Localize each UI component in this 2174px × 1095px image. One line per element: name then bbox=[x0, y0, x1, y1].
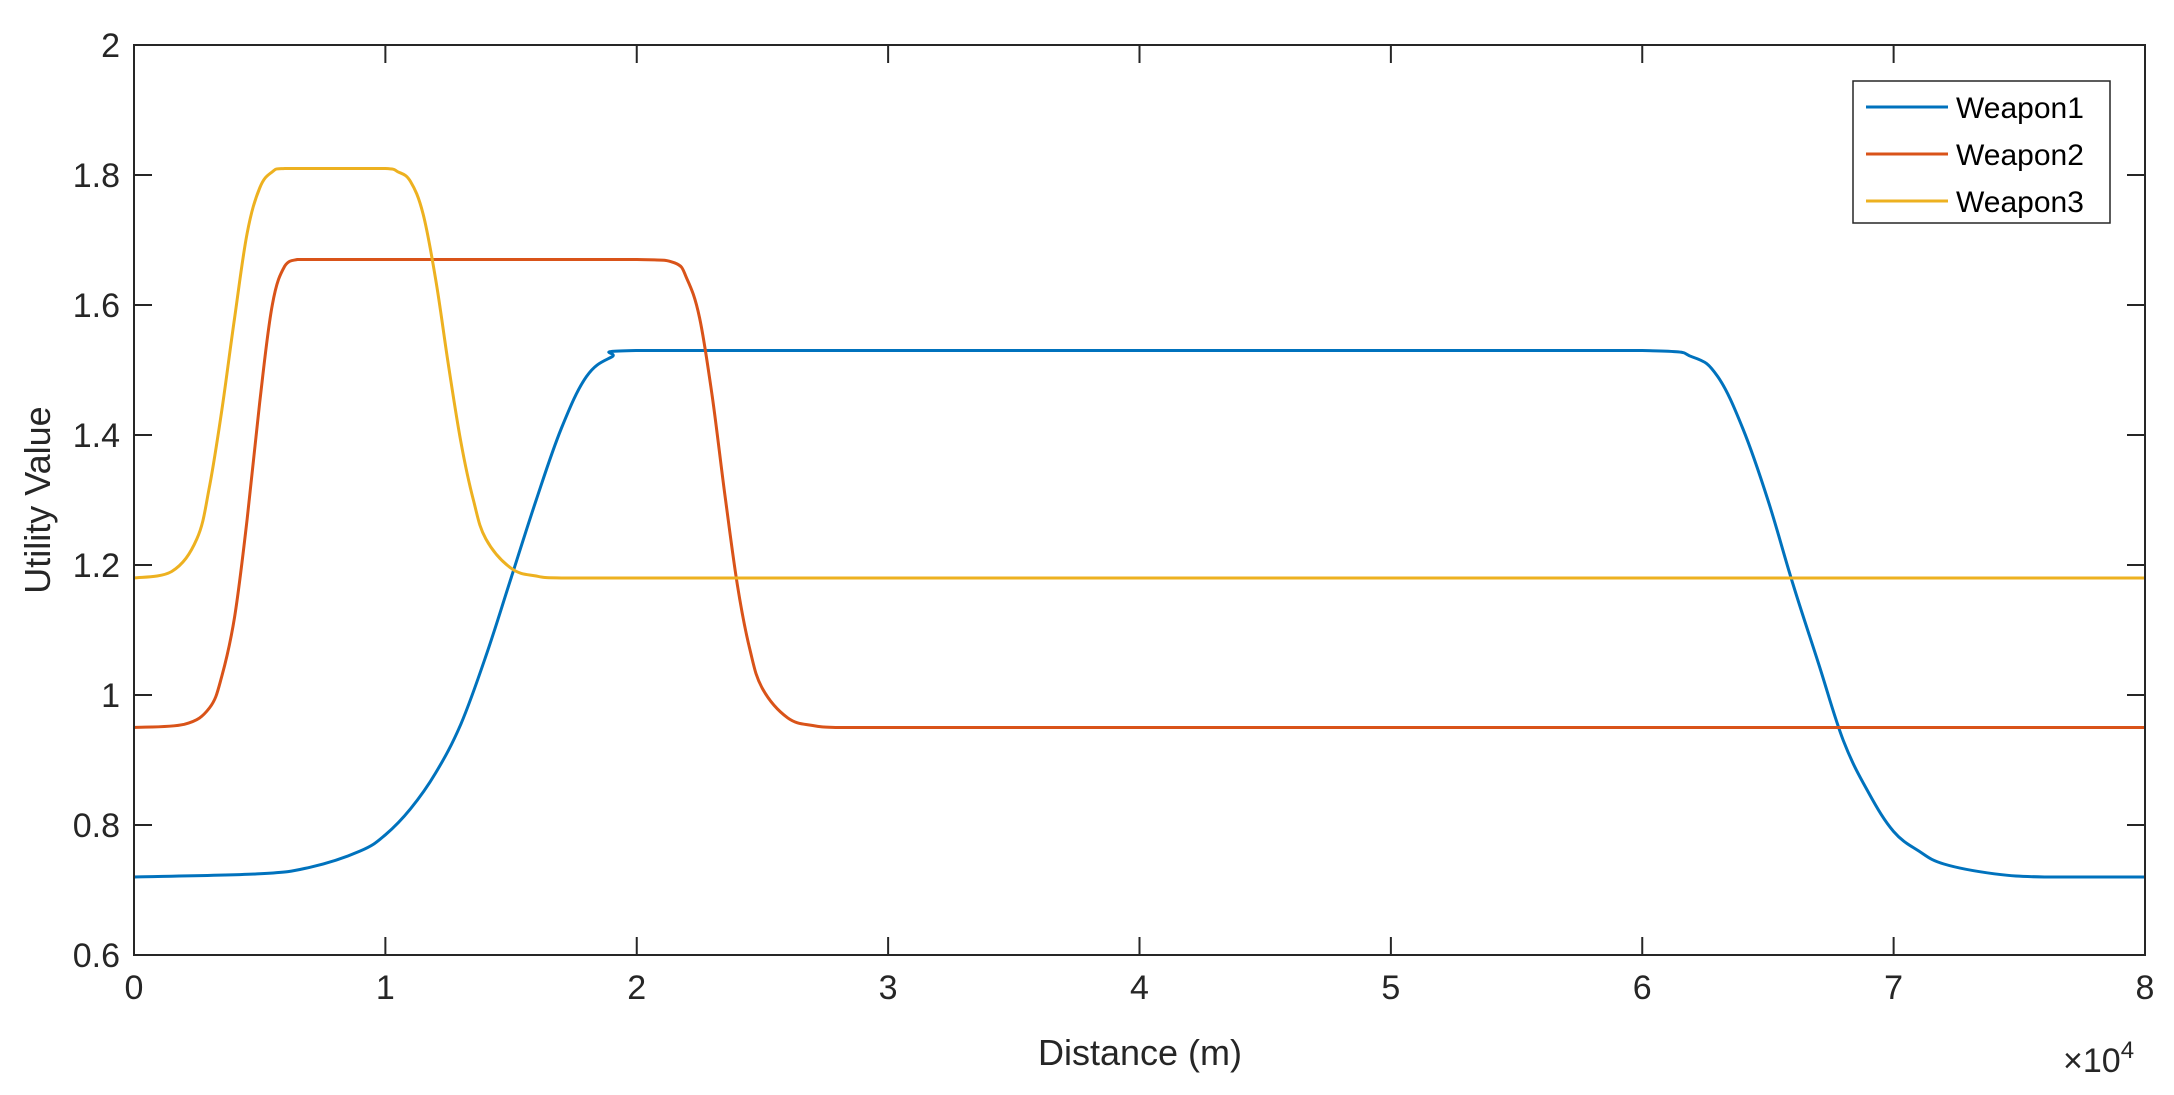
series-layer bbox=[133, 166, 2145, 879]
x-tick-label: 3 bbox=[879, 969, 898, 1007]
y-tick-label: 1 bbox=[101, 677, 120, 715]
legend-label-weapon3: Weapon3 bbox=[1956, 186, 2084, 219]
series-line-weapon1 bbox=[133, 349, 2145, 879]
series-line-weapon3 bbox=[133, 166, 2145, 580]
legend-label-weapon2: Weapon2 bbox=[1956, 139, 2084, 172]
y-tick-label: 1.2 bbox=[73, 547, 120, 585]
x-tick-label: 7 bbox=[1884, 969, 1903, 1007]
x-tick-label: 0 bbox=[125, 969, 144, 1007]
y-axis-label: Utility Value bbox=[17, 406, 58, 593]
y-tick-label: 2 bbox=[101, 27, 120, 65]
y-tick-label: 1.8 bbox=[73, 157, 120, 195]
y-tick-label: 1.4 bbox=[73, 417, 120, 455]
x-tick-label: 5 bbox=[1381, 969, 1400, 1007]
x-tick-label: 4 bbox=[1130, 969, 1149, 1007]
x-axis-exponent-base: ×10 bbox=[2063, 1042, 2121, 1080]
x-axis-exponent: ×104 bbox=[2063, 1037, 2134, 1080]
y-tick-label: 1.6 bbox=[73, 287, 120, 325]
series-line-weapon2 bbox=[133, 257, 2145, 730]
legend-items: Weapon1 Weapon2 Weapon3 bbox=[1866, 92, 2084, 219]
x-axis-exponent-power: 4 bbox=[2121, 1037, 2134, 1064]
legend-label-weapon1: Weapon1 bbox=[1956, 92, 2084, 125]
y-tick-label: 0.8 bbox=[73, 807, 120, 845]
plot-area-frame bbox=[133, 44, 2146, 956]
x-tick-label: 6 bbox=[1633, 969, 1652, 1007]
x-tick-label: 8 bbox=[2136, 969, 2155, 1007]
x-tick-label: 2 bbox=[627, 969, 646, 1007]
x-tick-label: 1 bbox=[376, 969, 395, 1007]
legend-box bbox=[1852, 80, 2111, 224]
y-tick-label: 0.6 bbox=[73, 937, 120, 975]
legend: Weapon1 Weapon2 Weapon3 bbox=[1852, 80, 2111, 224]
tick-layer: 0 1 2 3 4 5 6 7 8 0.6 0.8 1 1.2 1.4 1.6 1.8 2 bbox=[73, 27, 2155, 1007]
x-axis-label: Distance (m) bbox=[1038, 1032, 1242, 1073]
